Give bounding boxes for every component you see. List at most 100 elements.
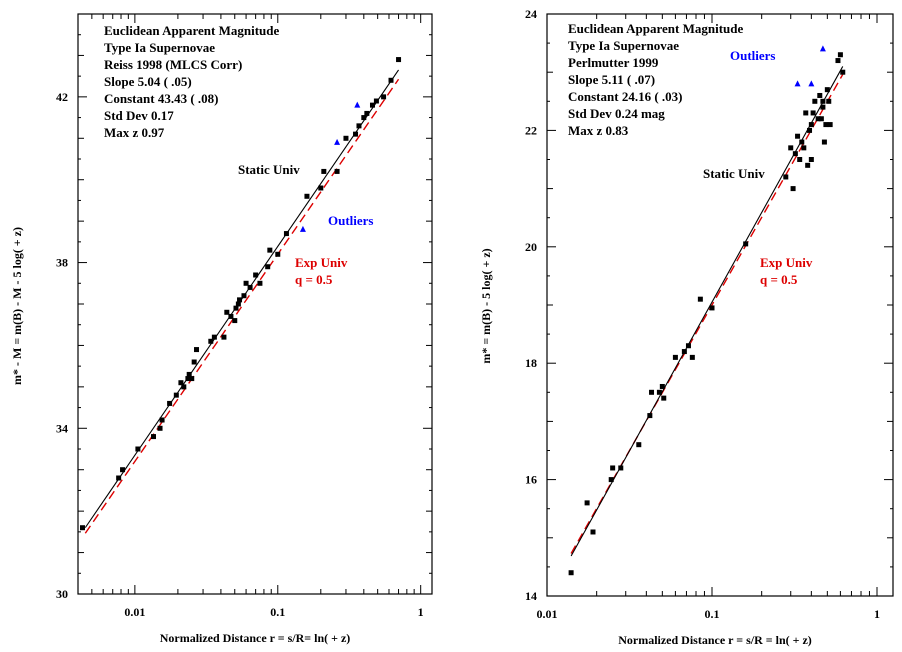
right-static-label: Static Univ (703, 166, 765, 181)
right-data-point (808, 157, 814, 162)
left-data-point (159, 417, 165, 423)
left-data-point (241, 293, 247, 299)
right-data-point (697, 296, 703, 302)
left-x-tick-label: 0.1 (270, 605, 285, 619)
right-data-point (820, 104, 826, 110)
right-y-tick-label: 24 (525, 7, 537, 21)
right-x-tick-label: 0.01 (537, 607, 558, 621)
left-outlier-point (354, 101, 361, 108)
right-outliers-label: Outliers (730, 48, 776, 63)
right-data-point (824, 87, 830, 93)
left-y-tick-label: 38 (56, 256, 68, 270)
right-info-line: Constant 24.16 ( .03) (568, 89, 682, 104)
left-data-point (186, 371, 192, 377)
right-ytick-labels: 14 16 18 20 22 24 (525, 7, 537, 603)
left-data-point (178, 380, 184, 386)
right-data-point (827, 122, 833, 128)
right-data-points (568, 52, 846, 576)
left-outliers-label: Outliers (328, 213, 374, 228)
left-data-point (228, 313, 234, 319)
left-data-point (120, 467, 126, 473)
right-info-line: Slope 5.11 ( .07) (568, 72, 655, 87)
left-data-point (356, 123, 362, 129)
right-outlier-point (819, 45, 826, 52)
right-y-tick-label: 20 (525, 240, 537, 254)
right-data-point (783, 174, 789, 180)
right-info-line: Max z 0.83 (568, 123, 629, 138)
right-data-point (790, 186, 796, 192)
left-data-point (116, 475, 122, 481)
left-info-line: Constant 43.43 ( .08) (104, 91, 218, 106)
left-data-point (243, 280, 249, 286)
right-info-line: Std Dev 0.24 mag (568, 106, 665, 121)
right-data-point (681, 349, 687, 355)
right-data-point (807, 127, 813, 133)
right-data-point (568, 570, 574, 576)
right-q-label: q = 0.5 (760, 272, 798, 287)
right-data-point (636, 442, 642, 448)
left-data-point (194, 347, 200, 353)
right-data-point (801, 145, 807, 151)
left-ticks (77, 13, 432, 595)
right-data-point (608, 477, 614, 483)
right-data-point (590, 529, 596, 535)
right-y-tick-label: 16 (525, 473, 537, 487)
left-y-tick-label: 42 (56, 90, 68, 104)
left-data-point (353, 131, 359, 137)
left-data-point (369, 102, 375, 108)
right-data-point (837, 52, 843, 58)
left-data-point (221, 334, 227, 340)
left-exp-univ-line (84, 78, 400, 534)
left-data-point (396, 57, 402, 63)
right-data-point (661, 395, 667, 401)
left-data-point (191, 359, 197, 365)
right-data-point (823, 122, 829, 128)
left-data-point (381, 94, 387, 100)
right-chart: 0.01 0.1 1 14 16 18 20 22 24 Euclidean Apparent… (479, 7, 894, 647)
right-data-point (795, 133, 801, 139)
right-x-tick-label: 1 (874, 607, 880, 621)
right-data-point (835, 58, 841, 64)
right-exp-label: Exp Univ (760, 255, 813, 270)
left-info-line: Type Ia Supernovae (104, 40, 215, 55)
left-data-point (79, 525, 85, 531)
left-data-point (157, 425, 163, 431)
right-info-line: Euclidean Apparent Magnitude (568, 21, 744, 36)
right-data-point (810, 110, 816, 116)
right-data-point (821, 139, 827, 145)
right-x-tick-label: 0.1 (705, 607, 720, 621)
left-data-point (181, 384, 187, 390)
left-data-point (304, 193, 310, 199)
left-data-point (233, 305, 239, 311)
right-xtick-labels: 0.01 0.1 1 (537, 607, 881, 621)
right-data-point (618, 465, 624, 471)
left-data-point (150, 434, 156, 440)
left-x-tick-label: 1 (418, 605, 424, 619)
right-data-point (647, 413, 653, 419)
left-data-points (79, 57, 402, 531)
left-data-point (185, 376, 191, 382)
left-y-tick-label: 30 (56, 587, 68, 601)
right-data-point (840, 69, 846, 75)
right-data-point (689, 354, 695, 360)
right-data-point (826, 98, 832, 104)
left-xtick-labels: 0.01 0.1 1 (124, 605, 423, 619)
left-info-line: Slope 5.04 ( .05) (104, 74, 192, 89)
left-data-point (373, 98, 379, 104)
left-info-line: Std Dev 0.17 (104, 108, 174, 123)
left-data-point (135, 446, 141, 452)
left-ytick-labels: 30 34 38 42 (56, 90, 68, 601)
left-data-point (318, 185, 324, 191)
left-data-point (343, 135, 349, 141)
left-data-point (267, 247, 273, 253)
right-data-point (818, 116, 824, 122)
left-outlier-points (299, 101, 361, 232)
left-data-point (283, 231, 289, 237)
left-data-point (364, 110, 370, 116)
right-data-point (788, 145, 794, 151)
left-data-point (247, 284, 253, 290)
left-exp-label: Exp Univ (295, 255, 348, 270)
left-y-axis-label: m* - M = m(B) - M - 5 log( + z) (10, 227, 24, 385)
left-chart: 0.01 0.1 1 30 34 38 42 Euclidean Apparent Mag… (10, 13, 433, 645)
right-outlier-points (794, 45, 826, 87)
